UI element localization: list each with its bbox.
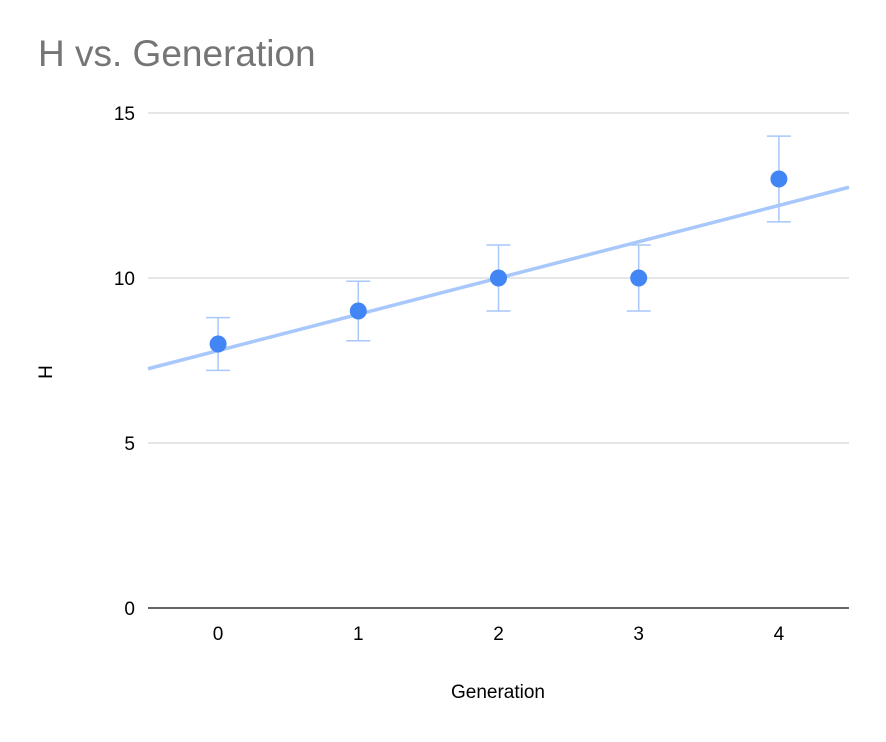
y-tick-label: 5 [124, 434, 135, 455]
gridlines [148, 112, 849, 609]
data-point [630, 269, 648, 287]
y-axis-title: H [36, 365, 57, 379]
error-bars [206, 135, 791, 372]
x-tick-label: 2 [493, 624, 504, 645]
data-point [490, 269, 507, 287]
y-tick-label: 10 [114, 269, 135, 290]
data-points [209, 170, 788, 353]
x-axis-title: Generation [451, 682, 545, 703]
x-tick-label: 1 [353, 624, 364, 645]
chart-title: H vs. Generation [38, 33, 316, 74]
x-tick-label: 4 [774, 624, 785, 645]
data-point [349, 302, 367, 320]
y-tick-label: 15 [114, 104, 135, 125]
tick-labels: 0 5 10 15 0 1 2 3 4 [114, 104, 785, 645]
data-point [770, 170, 788, 188]
data-point [209, 335, 227, 353]
x-tick-label: 3 [633, 624, 644, 645]
y-tick-label: 0 [124, 599, 135, 620]
x-tick-label: 0 [213, 624, 224, 645]
